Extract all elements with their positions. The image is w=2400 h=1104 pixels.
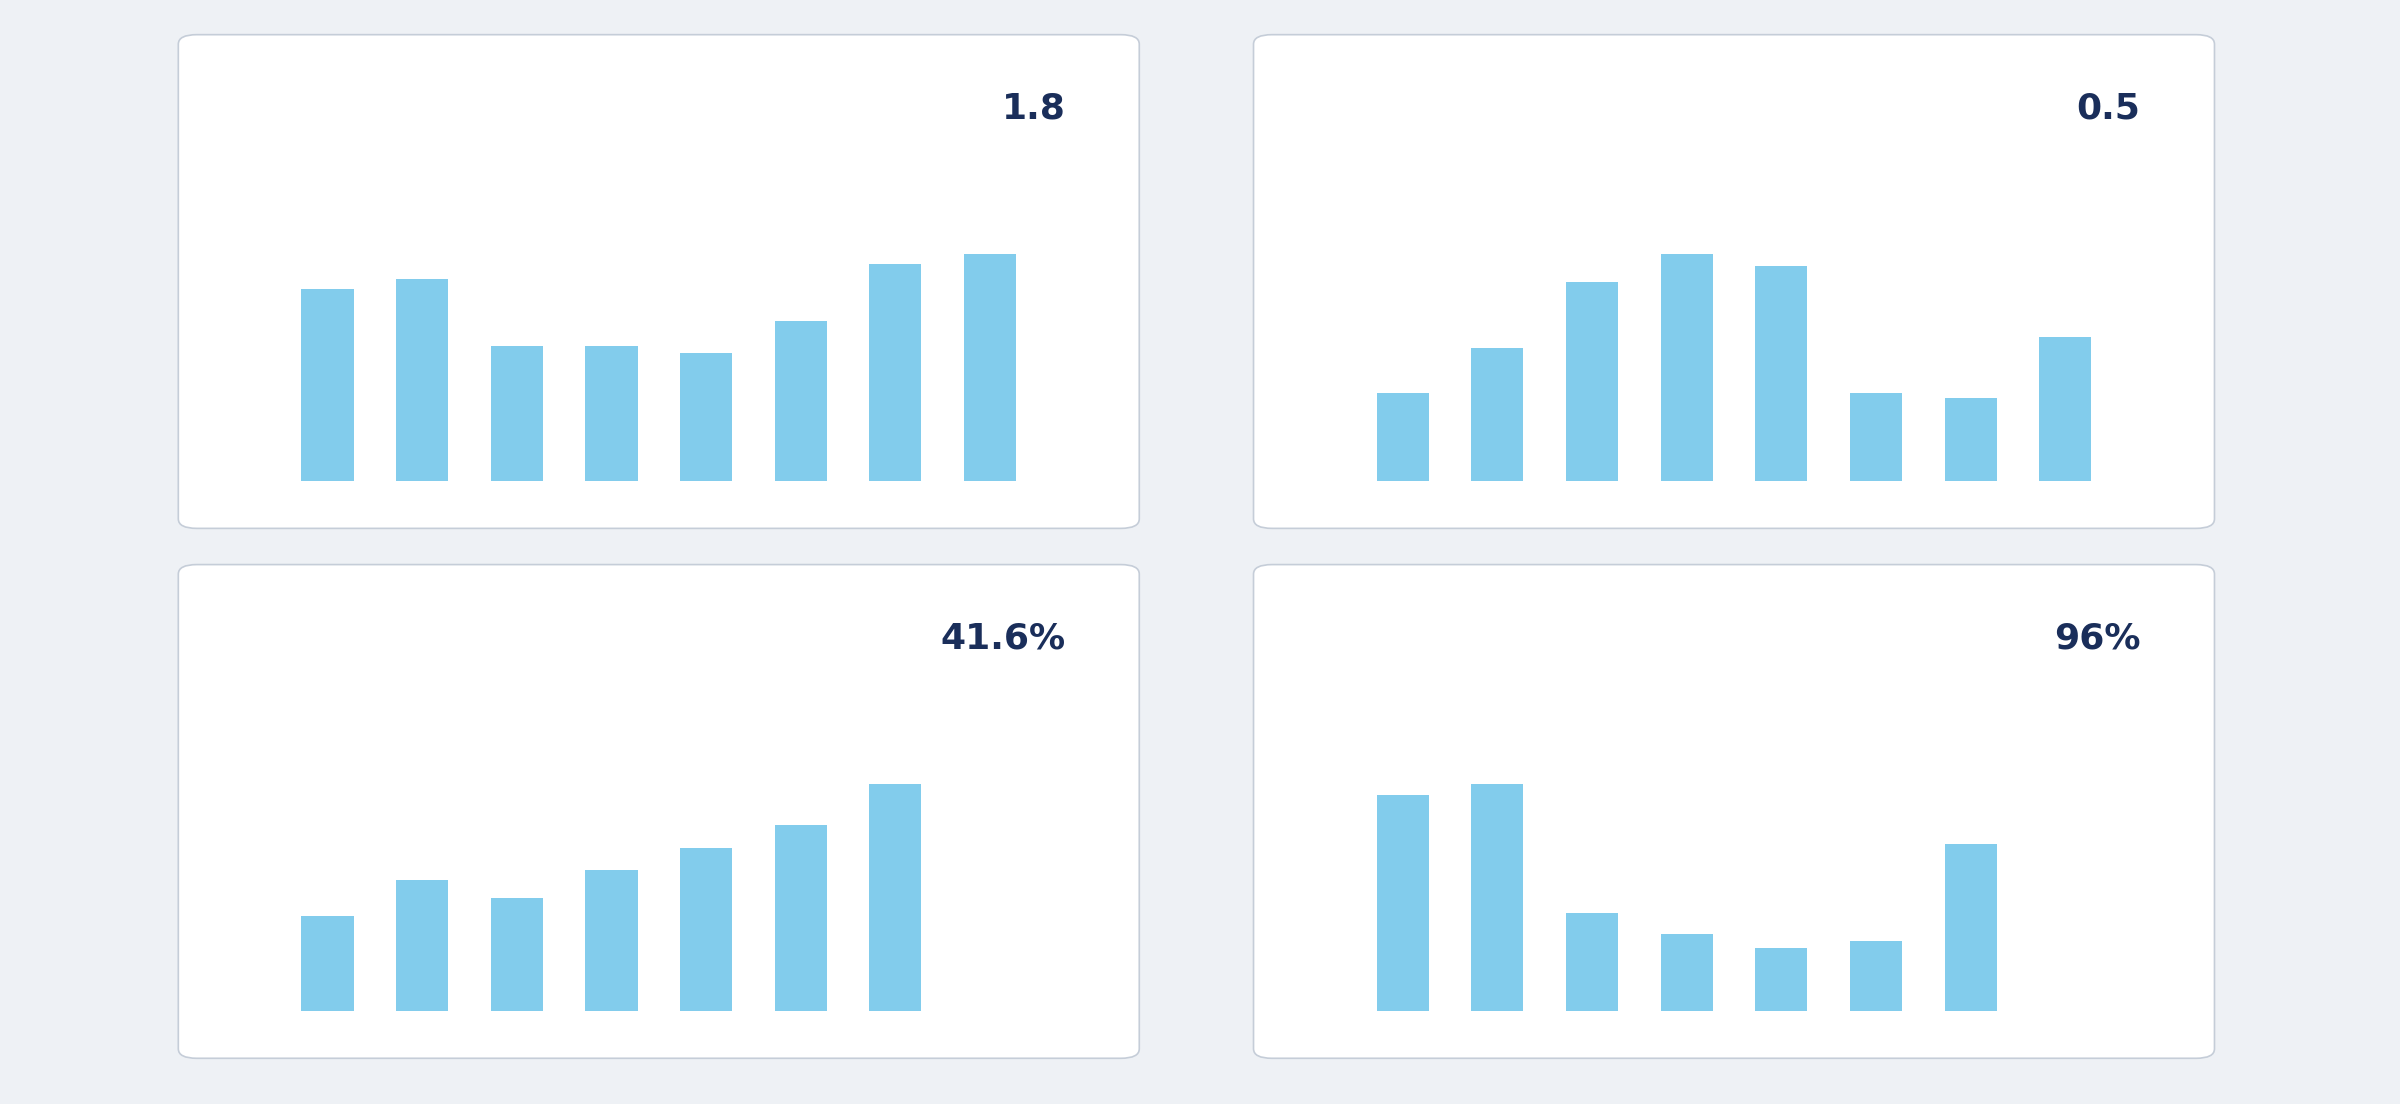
- Bar: [965, 255, 1015, 481]
- Bar: [490, 898, 542, 1011]
- Bar: [302, 289, 353, 481]
- Bar: [869, 785, 922, 1011]
- Bar: [1850, 941, 1903, 1011]
- FancyBboxPatch shape: [178, 34, 1140, 529]
- Bar: [775, 321, 828, 481]
- Bar: [396, 880, 449, 1011]
- FancyBboxPatch shape: [1253, 34, 2215, 529]
- Text: 0.5: 0.5: [2076, 92, 2141, 126]
- Bar: [1661, 934, 1714, 1011]
- Bar: [1378, 795, 1428, 1011]
- Bar: [775, 825, 828, 1011]
- Bar: [679, 848, 732, 1011]
- Text: 1.8: 1.8: [1001, 92, 1066, 126]
- Bar: [1754, 948, 1807, 1011]
- Bar: [679, 353, 732, 481]
- Bar: [1378, 393, 1428, 481]
- Bar: [1850, 393, 1903, 481]
- Bar: [1944, 843, 1997, 1011]
- Bar: [1661, 255, 1714, 481]
- Bar: [1471, 785, 1524, 1011]
- Bar: [490, 346, 542, 481]
- Bar: [2040, 338, 2090, 481]
- Bar: [396, 279, 449, 481]
- Bar: [1754, 266, 1807, 481]
- Bar: [869, 264, 922, 481]
- Bar: [1471, 349, 1524, 481]
- Text: 41.6%: 41.6%: [941, 622, 1066, 656]
- Bar: [1944, 399, 1997, 481]
- Bar: [586, 870, 638, 1011]
- Bar: [302, 915, 353, 1011]
- FancyBboxPatch shape: [1253, 564, 2215, 1059]
- Bar: [586, 346, 638, 481]
- Bar: [1565, 283, 1618, 481]
- Text: 96%: 96%: [2054, 622, 2141, 656]
- FancyBboxPatch shape: [178, 564, 1140, 1059]
- Bar: [1565, 913, 1618, 1011]
